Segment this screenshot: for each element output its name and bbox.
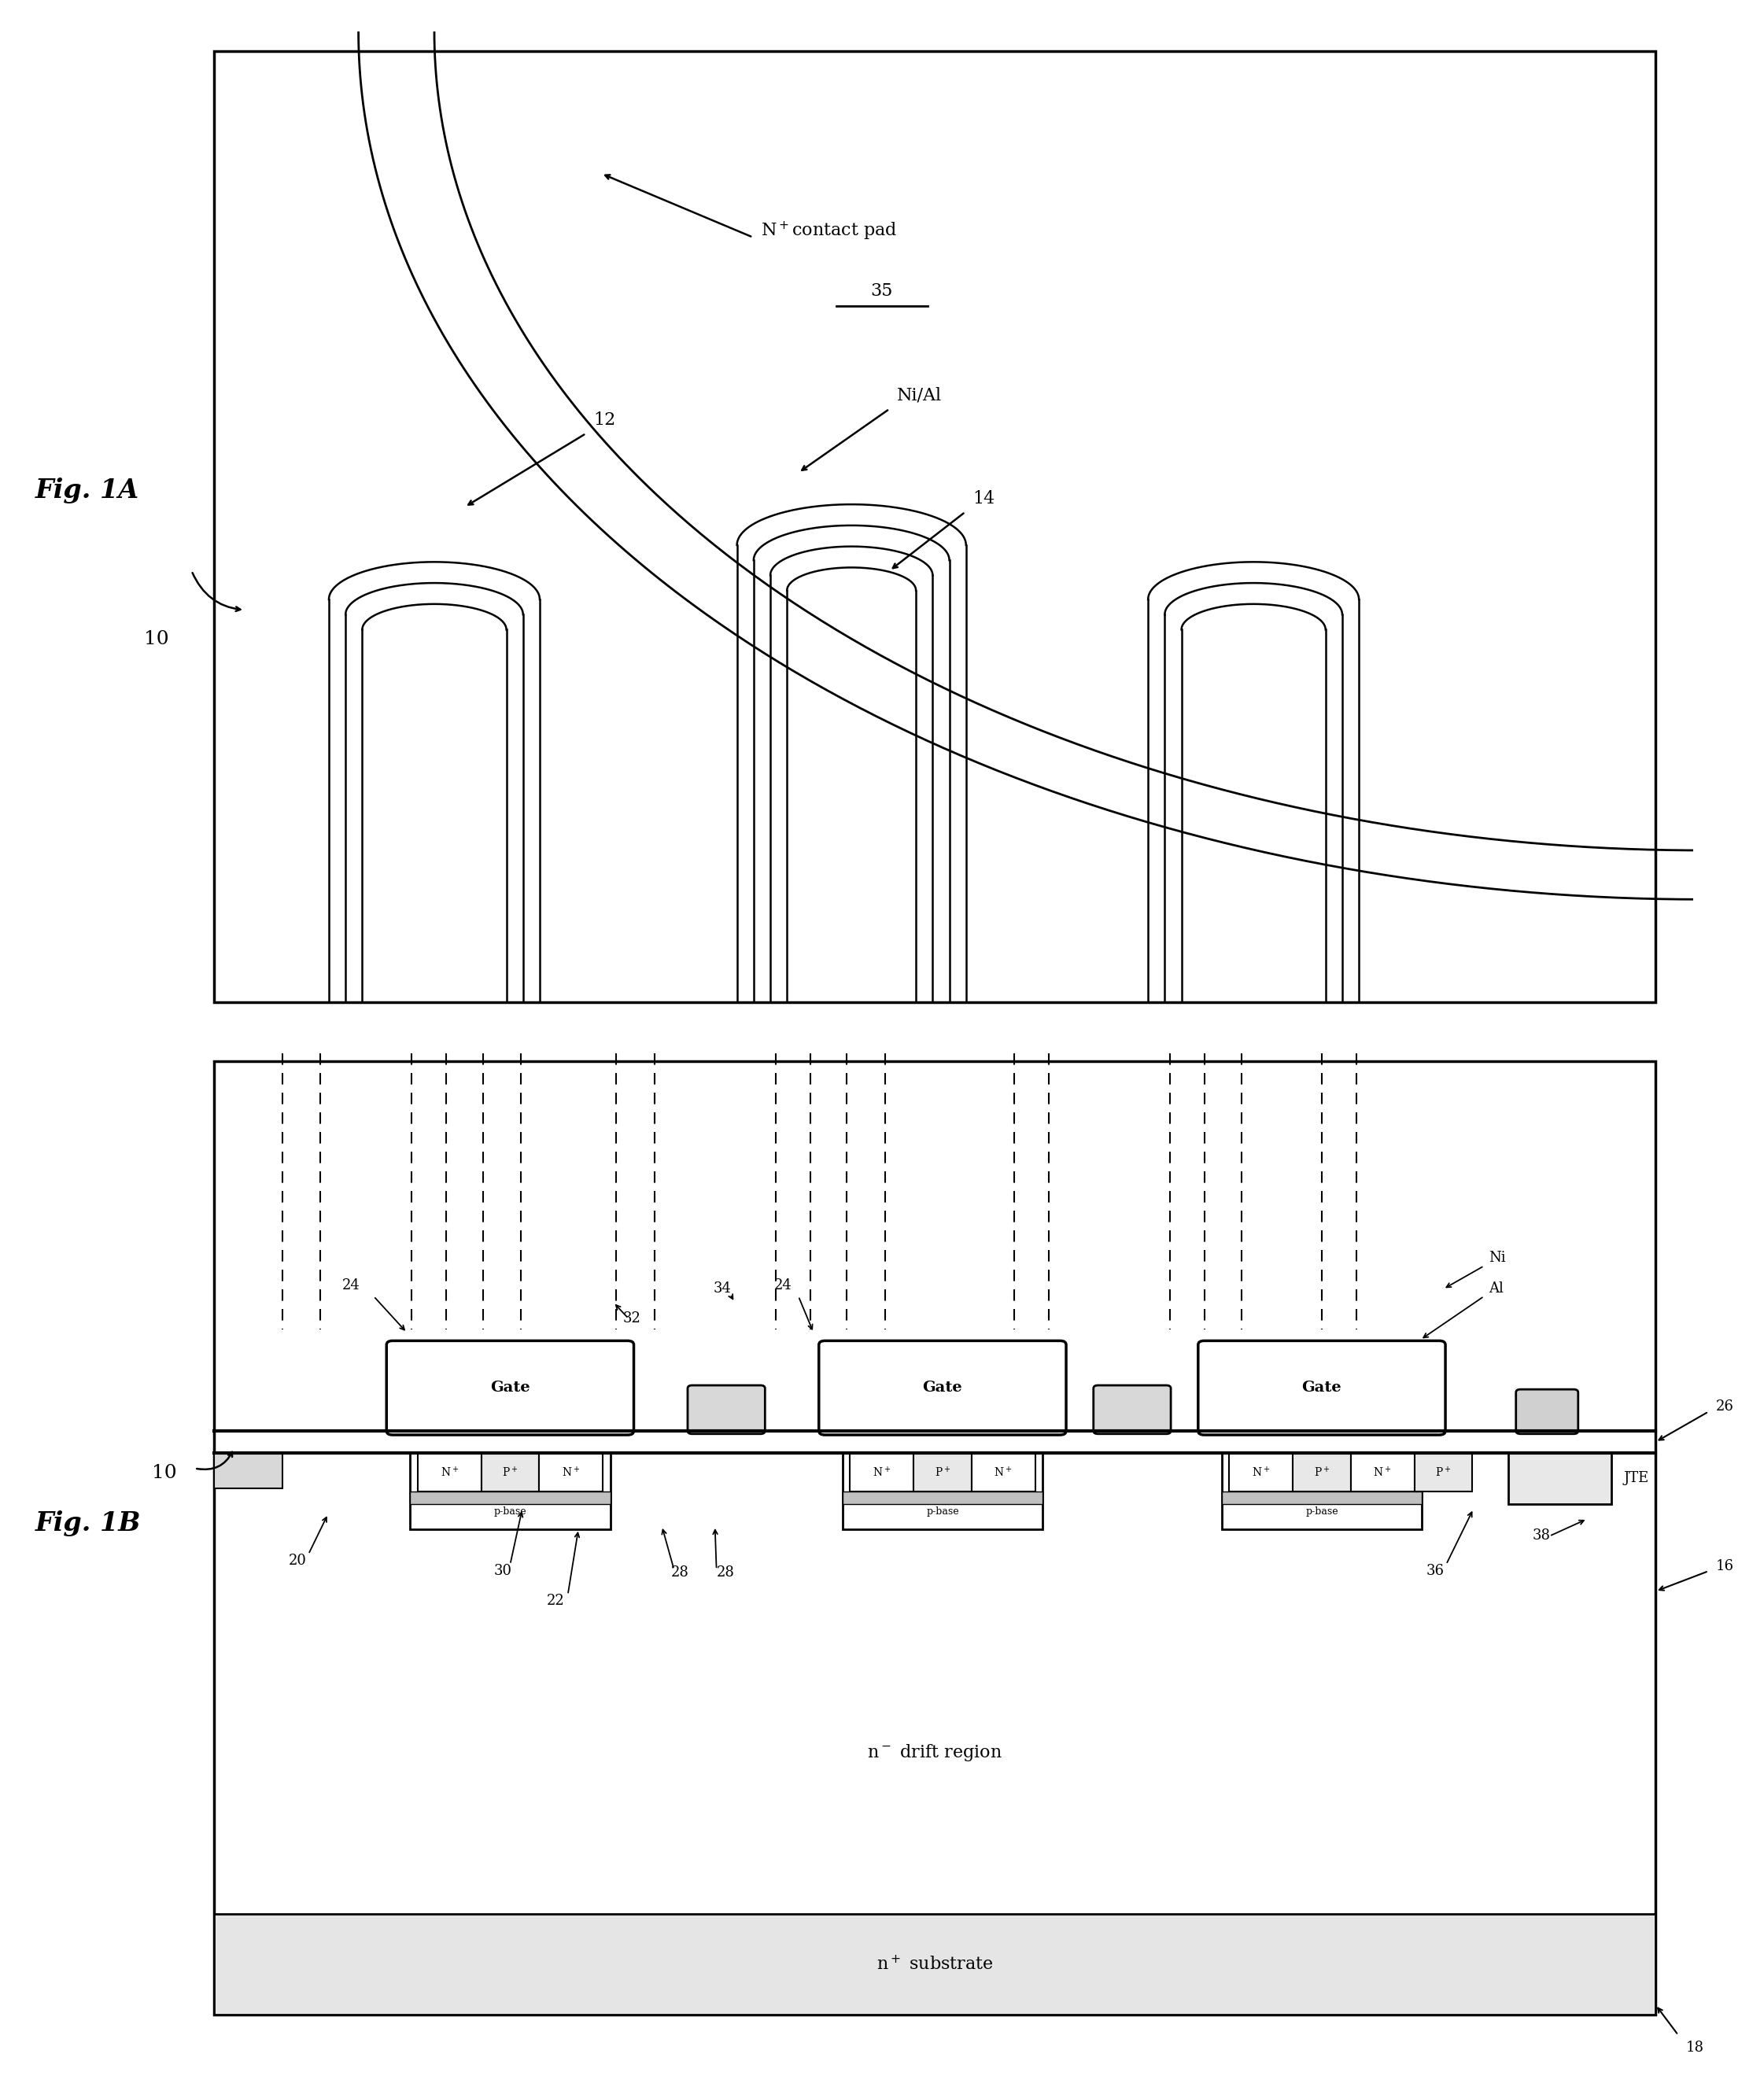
FancyBboxPatch shape [688, 1386, 766, 1434]
Text: 28: 28 [670, 1565, 690, 1580]
Text: Fig. 1B: Fig. 1B [35, 1511, 141, 1536]
Text: P$^+$: P$^+$ [503, 1465, 519, 1480]
Text: p-base: p-base [926, 1507, 960, 1517]
Text: Ni/Al: Ni/Al [898, 386, 942, 405]
Text: p-base: p-base [1305, 1507, 1339, 1517]
Text: 22: 22 [547, 1594, 564, 1609]
FancyBboxPatch shape [843, 1453, 1043, 1530]
Text: N$^+$: N$^+$ [561, 1465, 580, 1480]
Text: 26: 26 [1716, 1400, 1734, 1413]
Text: N$^+$: N$^+$ [995, 1465, 1013, 1480]
FancyBboxPatch shape [1508, 1453, 1612, 1505]
FancyBboxPatch shape [215, 50, 1655, 1002]
Text: 10: 10 [145, 630, 169, 649]
Text: N$^+$: N$^+$ [873, 1465, 891, 1480]
Text: N$^+$contact pad: N$^+$contact pad [760, 219, 896, 242]
Text: 10: 10 [152, 1465, 176, 1482]
FancyBboxPatch shape [386, 1340, 633, 1436]
FancyBboxPatch shape [418, 1453, 482, 1492]
FancyBboxPatch shape [1222, 1492, 1422, 1505]
Text: Gate: Gate [923, 1382, 963, 1394]
FancyBboxPatch shape [1230, 1453, 1293, 1492]
Text: N$^+$: N$^+$ [1252, 1465, 1270, 1480]
FancyBboxPatch shape [843, 1492, 1043, 1505]
FancyBboxPatch shape [1094, 1386, 1171, 1434]
Text: Ni: Ni [1489, 1250, 1506, 1265]
FancyBboxPatch shape [409, 1492, 610, 1505]
FancyBboxPatch shape [1415, 1453, 1471, 1492]
Text: P$^+$: P$^+$ [1436, 1465, 1452, 1480]
Text: Fig. 1A: Fig. 1A [35, 478, 139, 503]
Text: 32: 32 [623, 1311, 640, 1325]
FancyBboxPatch shape [972, 1453, 1035, 1492]
FancyBboxPatch shape [1515, 1390, 1579, 1434]
FancyBboxPatch shape [850, 1453, 914, 1492]
Text: 12: 12 [593, 411, 616, 428]
Text: 24: 24 [342, 1277, 360, 1292]
FancyBboxPatch shape [215, 1062, 1655, 2014]
Text: 16: 16 [1716, 1559, 1734, 1574]
FancyBboxPatch shape [540, 1453, 603, 1492]
Text: N$^+$: N$^+$ [1374, 1465, 1392, 1480]
Text: 14: 14 [974, 490, 995, 507]
Text: P$^+$: P$^+$ [935, 1465, 951, 1480]
FancyBboxPatch shape [215, 1453, 282, 1488]
Text: Gate: Gate [1302, 1382, 1342, 1394]
FancyBboxPatch shape [1293, 1453, 1351, 1492]
Text: N$^+$: N$^+$ [441, 1465, 459, 1480]
Text: 30: 30 [494, 1563, 512, 1578]
FancyBboxPatch shape [482, 1453, 540, 1492]
FancyBboxPatch shape [1222, 1453, 1422, 1530]
Text: 24: 24 [774, 1277, 792, 1292]
FancyBboxPatch shape [1198, 1340, 1445, 1436]
FancyBboxPatch shape [1351, 1453, 1415, 1492]
FancyBboxPatch shape [409, 1453, 610, 1530]
FancyBboxPatch shape [914, 1453, 972, 1492]
Text: n$^+$ substrate: n$^+$ substrate [877, 1956, 993, 1974]
Text: 35: 35 [871, 282, 893, 301]
Text: 38: 38 [1533, 1528, 1551, 1542]
Text: 18: 18 [1686, 2041, 1704, 2054]
Text: 36: 36 [1427, 1563, 1445, 1578]
Text: 34: 34 [713, 1281, 732, 1296]
FancyBboxPatch shape [215, 1914, 1655, 2014]
FancyBboxPatch shape [818, 1340, 1065, 1436]
Text: n$^-$ drift region: n$^-$ drift region [868, 1743, 1002, 1764]
Text: p-base: p-base [494, 1507, 526, 1517]
Text: 28: 28 [716, 1565, 734, 1580]
Text: JTE: JTE [1623, 1471, 1649, 1486]
Text: Gate: Gate [490, 1382, 529, 1394]
Text: 20: 20 [289, 1553, 307, 1567]
Text: P$^+$: P$^+$ [1314, 1465, 1330, 1480]
Text: Al: Al [1489, 1281, 1503, 1296]
